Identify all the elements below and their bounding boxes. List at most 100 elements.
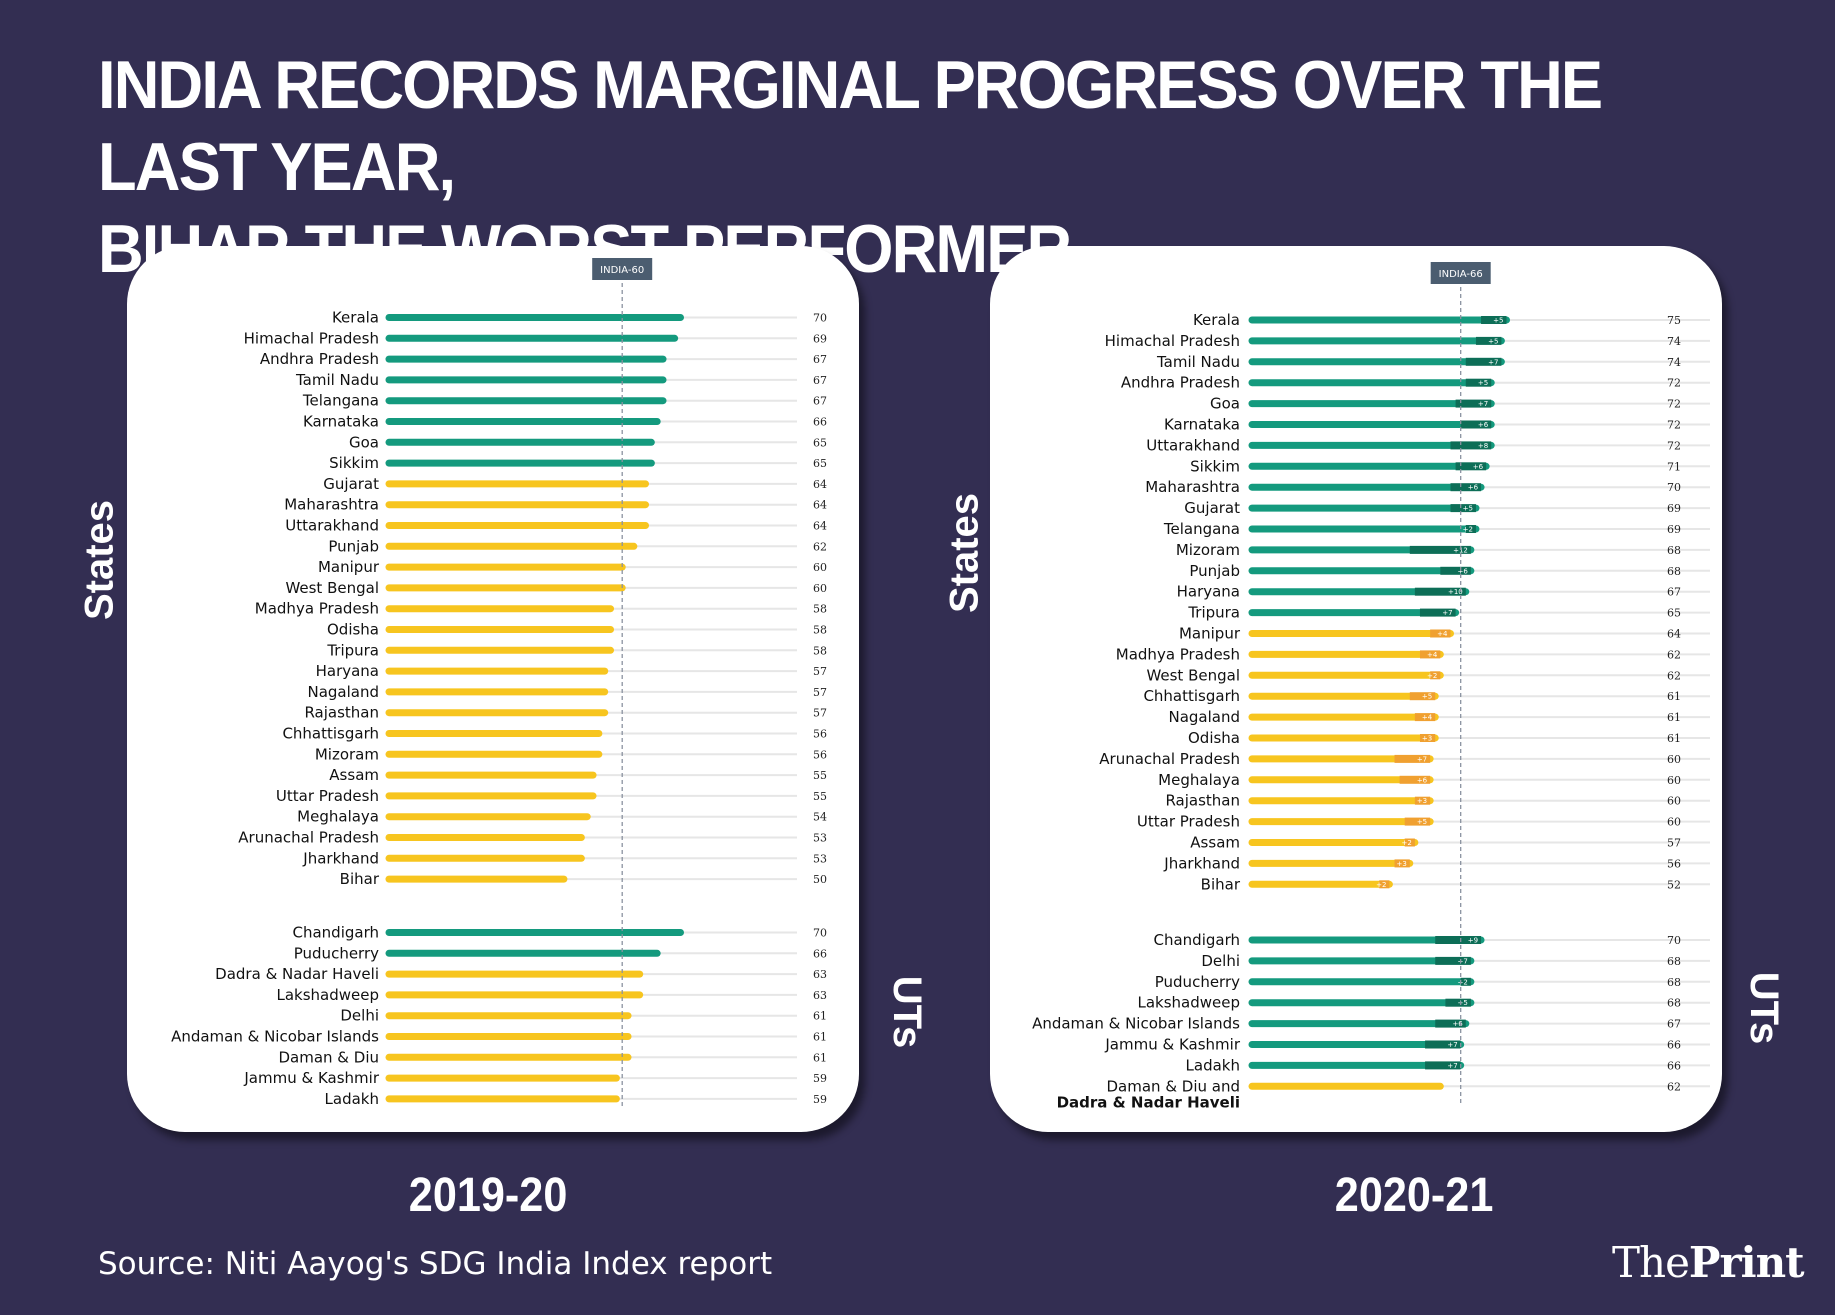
label-ut-andaman-and-nicobar-islands: Andaman & Nicobar Islands — [171, 1028, 379, 1046]
change-label-ut-lakshadweep: +5 — [1458, 999, 1468, 1007]
uts-label-left: UTs — [884, 975, 929, 1049]
page-title: INDIA RECORDS MARGINAL PROGRESS OVER THE… — [98, 44, 1623, 290]
value-ut-ladakh: 66 — [1667, 1059, 1681, 1072]
change-segment-state-gujarat — [1450, 504, 1476, 513]
change-segment-state-odisha — [1419, 734, 1436, 742]
value-state-karnataka: 66 — [813, 416, 827, 429]
change-label-state-tamil-nadu: +7 — [1488, 358, 1498, 366]
change-segment-ut-delhi — [1435, 956, 1471, 965]
change-segment-state-meghalaya — [1399, 775, 1431, 784]
label-state-haryana: Haryana — [316, 662, 379, 680]
label-state-himachal-pradesh: Himachal Pradesh — [1105, 332, 1240, 350]
change-label-ut-andaman-and-nicobar-islands: +6 — [1452, 1020, 1463, 1028]
value-state-maharashtra: 70 — [1667, 481, 1681, 494]
change-segment-state-nagaland — [1414, 713, 1436, 722]
label-state-nagaland: Nagaland — [307, 683, 379, 701]
label-state-andhra-pradesh: Andhra Pradesh — [1121, 374, 1240, 392]
label-ut-daman-and-diu: Daman & Diu — [278, 1048, 379, 1066]
label-state-sikkim: Sikkim — [1190, 457, 1240, 475]
uts-label-right: UTs — [1741, 971, 1786, 1045]
value-state-meghalaya: 60 — [1667, 774, 1681, 787]
chart-panel-2019-20: Kerala 70 Himachal Pradesh 69 Andhra Pradesh… — [127, 246, 859, 1132]
label-ut-chandigarh: Chandigarh — [293, 924, 380, 942]
change-label-state-arunachal-pradesh: +7 — [1417, 755, 1427, 763]
value-state-west-bengal: 62 — [1667, 669, 1681, 682]
label-state-madhya-pradesh: Madhya Pradesh — [255, 600, 379, 618]
label-state-gujarat: Gujarat — [1184, 499, 1240, 517]
value-state-manipur: 60 — [813, 561, 827, 574]
value-state-punjab: 68 — [1667, 565, 1681, 578]
label-state-nagaland: Nagaland — [1168, 708, 1240, 726]
change-segment-state-rajasthan — [1414, 796, 1431, 805]
label-state-bihar: Bihar — [340, 870, 380, 888]
label-ut-daman-and-diu-and-dadra-and-nadar-haveli-line-1: Daman & Diu and — [1107, 1077, 1241, 1095]
label-state-himachal-pradesh: Himachal Pradesh — [244, 329, 379, 347]
change-label-state-gujarat: +5 — [1463, 505, 1473, 513]
change-segment-state-karnataka — [1460, 420, 1492, 429]
change-label-state-punjab: +6 — [1458, 567, 1469, 575]
label-state-bihar: Bihar — [1201, 875, 1241, 893]
label-state-tamil-nadu: Tamil Nadu — [1156, 353, 1240, 371]
year-label-2020-21: 2020-21 — [1334, 1169, 1494, 1222]
value-state-gujarat: 64 — [813, 478, 827, 491]
change-label-state-himachal-pradesh: +5 — [1488, 337, 1498, 345]
value-state-andhra-pradesh: 67 — [813, 353, 827, 366]
title-line-1: INDIA RECORDS MARGINAL PROGRESS OVER THE… — [98, 47, 1603, 205]
source-note: Source: Niti Aayog's SDG India Index rep… — [98, 1246, 773, 1282]
change-label-ut-jammu-and-kashmir: +7 — [1447, 1041, 1457, 1049]
change-label-state-manipur: +4 — [1437, 630, 1448, 638]
value-state-punjab: 62 — [813, 540, 827, 553]
value-state-tripura: 58 — [813, 644, 827, 657]
change-label-state-telangana: +2 — [1463, 526, 1473, 534]
value-ut-andaman-and-nicobar-islands: 67 — [1667, 1018, 1681, 1031]
value-state-telangana: 69 — [1667, 523, 1681, 536]
value-state-tamil-nadu: 67 — [813, 374, 827, 387]
change-label-state-meghalaya: +6 — [1417, 776, 1428, 784]
label-ut-ladakh: Ladakh — [325, 1090, 379, 1108]
chart-panel-2020-21: +5 Kerala 75 +5 Himachal Pradesh 74 +7 Tamil Na… — [990, 246, 1722, 1132]
change-segment-state-haryana — [1414, 587, 1466, 596]
value-state-arunachal-pradesh: 60 — [1667, 753, 1681, 766]
label-ut-puducherry: Puducherry — [294, 944, 379, 962]
value-state-sikkim: 71 — [1667, 460, 1681, 473]
change-label-ut-delhi: +7 — [1458, 957, 1468, 965]
change-label-state-madhya-pradesh: +4 — [1427, 651, 1438, 659]
value-state-madhya-pradesh: 58 — [813, 603, 827, 616]
value-state-chhattisgarh: 61 — [1667, 690, 1681, 703]
change-segment-state-tripura — [1419, 608, 1456, 617]
value-state-goa: 72 — [1667, 398, 1681, 411]
label-state-sikkim: Sikkim — [329, 454, 379, 472]
value-ut-puducherry: 66 — [813, 947, 827, 960]
value-state-maharashtra: 64 — [813, 499, 827, 512]
label-state-maharashtra: Maharashtra — [284, 496, 379, 514]
change-label-state-assam: +2 — [1402, 839, 1412, 847]
value-state-jharkhand: 56 — [1667, 857, 1681, 870]
label-state-manipur: Manipur — [1179, 625, 1241, 643]
label-state-goa: Goa — [349, 433, 379, 451]
value-state-telangana: 67 — [813, 395, 827, 408]
label-state-odisha: Odisha — [1188, 729, 1240, 747]
label-ut-jammu-and-kashmir: Jammu & Kashmir — [243, 1069, 379, 1087]
value-state-meghalaya: 54 — [813, 811, 827, 824]
value-ut-lakshadweep: 68 — [1667, 997, 1681, 1010]
value-state-haryana: 67 — [1667, 586, 1681, 599]
label-state-punjab: Punjab — [328, 537, 379, 555]
label-state-rajasthan: Rajasthan — [304, 704, 379, 722]
label-state-rajasthan: Rajasthan — [1165, 792, 1240, 810]
value-state-manipur: 64 — [1667, 628, 1681, 641]
states-label-left: States — [77, 499, 122, 621]
value-ut-puducherry: 68 — [1667, 976, 1681, 989]
change-segment-state-uttarakhand — [1450, 441, 1492, 450]
label-state-kerala: Kerala — [332, 309, 379, 327]
reference-badge-label: INDIA-66 — [1439, 269, 1483, 280]
value-ut-delhi: 61 — [813, 1010, 827, 1023]
label-state-meghalaya: Meghalaya — [297, 808, 379, 826]
value-state-gujarat: 69 — [1667, 502, 1681, 515]
bar-chart-2020-21: +5 Kerala 75 +5 Himachal Pradesh 74 +7 Tamil Na… — [1032, 262, 1710, 1111]
value-state-uttarakhand: 72 — [1667, 439, 1681, 452]
value-state-uttar-pradesh: 60 — [1667, 816, 1681, 829]
value-state-assam: 55 — [813, 769, 827, 782]
value-state-tripura: 65 — [1667, 607, 1681, 620]
value-state-madhya-pradesh: 62 — [1667, 648, 1681, 661]
bar-chart-2019-20: Kerala 70 Himachal Pradesh 69 Andhra Pradesh… — [171, 258, 827, 1108]
